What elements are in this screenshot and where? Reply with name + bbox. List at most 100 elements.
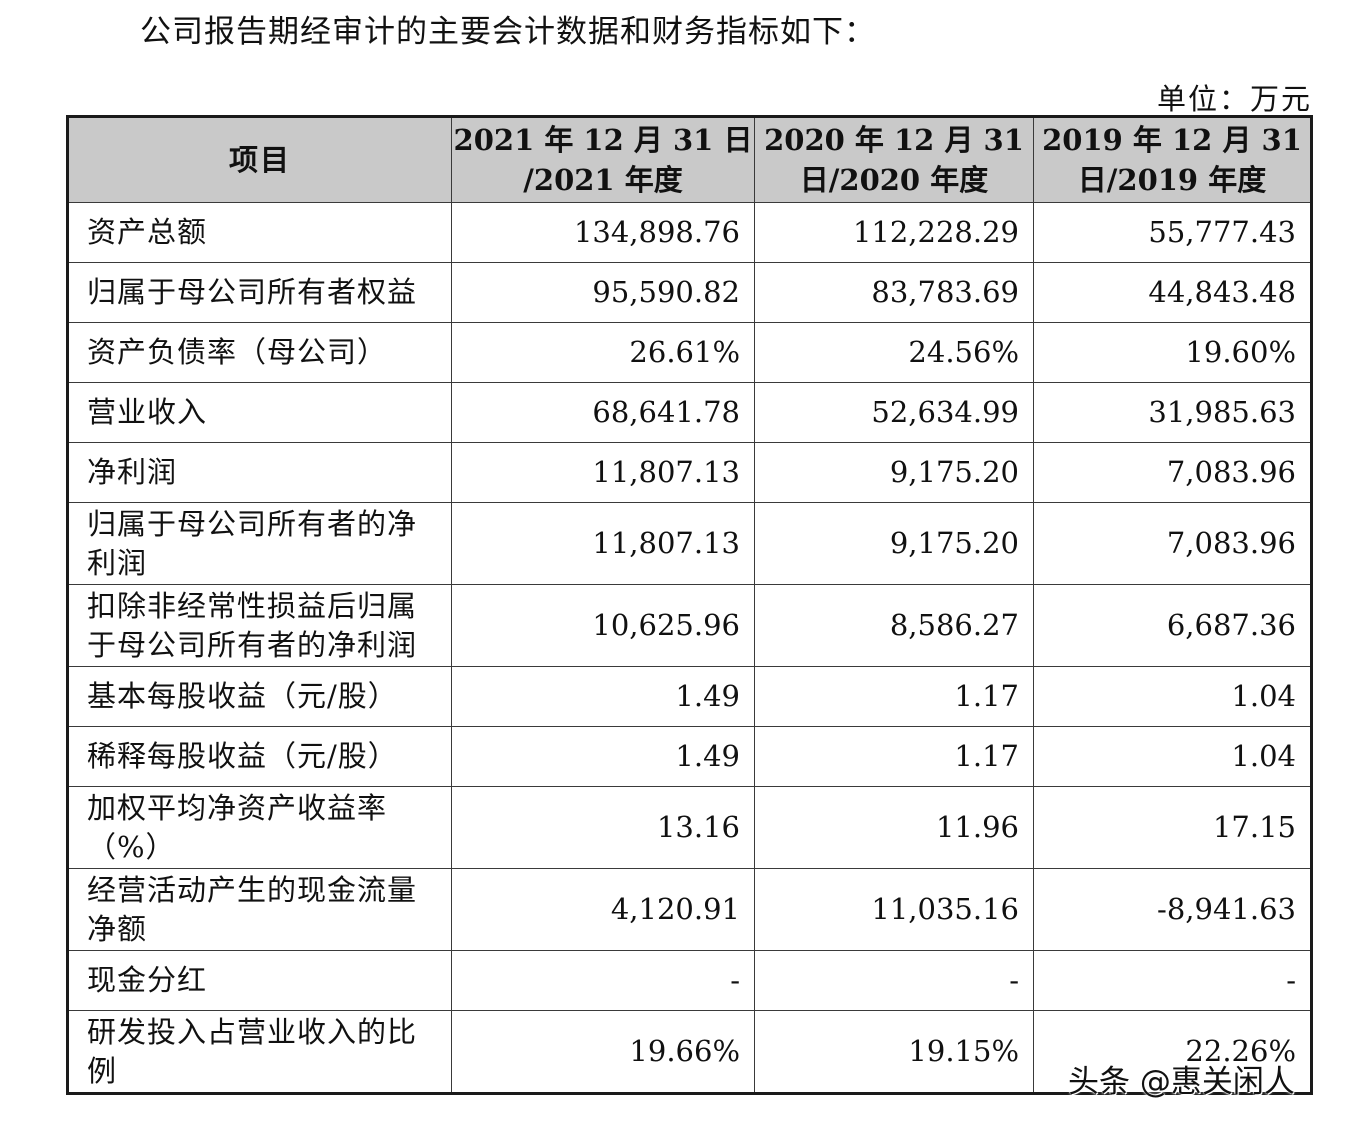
header-2020: 2020 年 12 月 31 日/2020 年度 xyxy=(754,116,1034,203)
row-label: 研发投入占营业收入的比 例 xyxy=(67,1010,452,1094)
header-2019-line2: 日/2019 年度 xyxy=(1077,163,1267,197)
table-row: 基本每股收益（元/股） 1.49 1.17 1.04 xyxy=(67,666,1312,727)
table-body: 资产总额 134,898.76 112,228.29 55,777.43 归属于… xyxy=(67,202,1312,1094)
cell-2019: 17.15 xyxy=(1033,786,1312,869)
table-row: 归属于母公司所有者权益 95,590.82 83,783.69 44,843.4… xyxy=(67,262,1312,323)
table-row: 净利润 11,807.13 9,175.20 7,083.96 xyxy=(67,442,1312,503)
header-2019-line1: 2019 年 12 月 31 xyxy=(1042,123,1302,157)
watermark: 头条 @惠关闲人 xyxy=(1068,1064,1295,1100)
row-label-line1: 资产总额 xyxy=(87,215,208,249)
table-row: 研发投入占营业收入的比 例 19.66% 19.15% 22.26% xyxy=(67,1010,1312,1094)
header-2021: 2021 年 12 月 31 日 /2021 年度 xyxy=(451,116,755,203)
row-label-line2: 净额 xyxy=(87,911,148,946)
cell-2021: 11,807.13 xyxy=(451,502,755,585)
cell-2020: 83,783.69 xyxy=(754,262,1034,323)
row-label: 现金分红 xyxy=(67,950,452,1011)
row-label-line1: 稀释每股收益（元/股） xyxy=(87,739,398,773)
table-row: 扣除非经常性损益后归属 于母公司所有者的净利润 10,625.96 8,586.… xyxy=(67,584,1312,667)
row-label-line1: 经营活动产生的现金流量 xyxy=(87,872,418,907)
header-2021-line2: /2021 年度 xyxy=(523,163,683,197)
row-label: 加权平均净资产收益率 （%） xyxy=(67,786,452,869)
header-item: 项目 xyxy=(67,116,452,203)
header-2020-line1: 2020 年 12 月 31 xyxy=(764,123,1024,157)
row-label-line1: 加权平均净资产收益率 xyxy=(87,790,388,825)
cell-2021: 19.66% xyxy=(451,1010,755,1094)
cell-2021: 4,120.91 xyxy=(451,868,755,951)
cell-2019: 22.26% xyxy=(1033,1010,1312,1094)
cell-2019: -8,941.63 xyxy=(1033,868,1312,951)
cell-2021: 68,641.78 xyxy=(451,382,755,443)
cell-2021: 1.49 xyxy=(451,666,755,727)
row-label-line1: 营业收入 xyxy=(87,395,208,429)
header-2019: 2019 年 12 月 31 日/2019 年度 xyxy=(1033,116,1312,203)
cell-2021: 11,807.13 xyxy=(451,442,755,503)
table-row: 稀释每股收益（元/股） 1.49 1.17 1.04 xyxy=(67,726,1312,787)
row-label-line1: 研发投入占营业收入的比 xyxy=(87,1014,418,1049)
cell-2020: - xyxy=(754,950,1034,1011)
header-item-label: 项目 xyxy=(228,143,291,177)
row-label-line1: 归属于母公司所有者的净 xyxy=(87,506,418,541)
cell-2020: 9,175.20 xyxy=(754,442,1034,503)
cell-2019: 6,687.36 xyxy=(1033,584,1312,667)
cell-2021: 13.16 xyxy=(451,786,755,869)
row-label-line2: 例 xyxy=(87,1053,118,1088)
cell-2020: 52,634.99 xyxy=(754,382,1034,443)
cell-2020: 8,586.27 xyxy=(754,584,1034,667)
cell-2019: 1.04 xyxy=(1033,726,1312,787)
row-label: 扣除非经常性损益后归属 于母公司所有者的净利润 xyxy=(67,584,452,667)
table-row: 资产负债率（母公司） 26.61% 24.56% 19.60% xyxy=(67,322,1312,383)
unit-label: 单位：万元 xyxy=(1156,82,1312,116)
row-label: 净利润 xyxy=(67,442,452,503)
row-label: 资产总额 xyxy=(67,202,452,263)
cell-2021: 1.49 xyxy=(451,726,755,787)
row-label-line1: 净利润 xyxy=(87,455,178,489)
row-label-line1: 扣除非经常性损益后归属 xyxy=(87,588,418,623)
row-label: 稀释每股收益（元/股） xyxy=(67,726,452,787)
table-header: 项目 2021 年 12 月 31 日 /2021 年度 2020 年 12 月… xyxy=(67,116,1312,203)
table-row: 资产总额 134,898.76 112,228.29 55,777.43 xyxy=(67,202,1312,263)
cell-2021: - xyxy=(451,950,755,1011)
table-row: 加权平均净资产收益率 （%） 13.16 11.96 17.15 xyxy=(67,786,1312,869)
cell-2020: 9,175.20 xyxy=(754,502,1034,585)
table-row: 经营活动产生的现金流量 净额 4,120.91 11,035.16 -8,941… xyxy=(67,868,1312,951)
cell-2021: 10,625.96 xyxy=(451,584,755,667)
cell-2019: 55,777.43 xyxy=(1033,202,1312,263)
row-label-line1: 现金分红 xyxy=(87,963,208,997)
cell-2019: 19.60% xyxy=(1033,322,1312,383)
cell-2019: 1.04 xyxy=(1033,666,1312,727)
intro-text: 公司报告期经审计的主要会计数据和财务指标如下： xyxy=(140,14,876,50)
row-label-line1: 基本每股收益（元/股） xyxy=(87,679,398,713)
cell-2020: 11.96 xyxy=(754,786,1034,869)
cell-2020: 24.56% xyxy=(754,322,1034,383)
table-row: 营业收入 68,641.78 52,634.99 31,985.63 xyxy=(67,382,1312,443)
cell-2020: 112,228.29 xyxy=(754,202,1034,263)
cell-2020: 1.17 xyxy=(754,726,1034,787)
header-2020-line2: 日/2020 年度 xyxy=(799,163,989,197)
cell-2021: 95,590.82 xyxy=(451,262,755,323)
cell-2020: 19.15% xyxy=(754,1010,1034,1094)
financial-data-table: 项目 2021 年 12 月 31 日 /2021 年度 2020 年 12 月… xyxy=(66,115,1313,1095)
row-label: 营业收入 xyxy=(67,382,452,443)
row-label-line1: 归属于母公司所有者权益 xyxy=(87,275,418,309)
row-label: 经营活动产生的现金流量 净额 xyxy=(67,868,452,951)
row-label-line2: （%） xyxy=(87,829,176,864)
table-row: 归属于母公司所有者的净 利润 11,807.13 9,175.20 7,083.… xyxy=(67,502,1312,585)
header-row: 项目 2021 年 12 月 31 日 /2021 年度 2020 年 12 月… xyxy=(67,116,1312,203)
row-label: 归属于母公司所有者的净 利润 xyxy=(67,502,452,585)
row-label-line1: 资产负债率（母公司） xyxy=(87,335,388,369)
header-2021-line1: 2021 年 12 月 31 日 xyxy=(453,123,753,157)
cell-2019: - xyxy=(1033,950,1312,1011)
cell-2021: 26.61% xyxy=(451,322,755,383)
row-label: 资产负债率（母公司） xyxy=(67,322,452,383)
cell-2021: 134,898.76 xyxy=(451,202,755,263)
table-row: 现金分红 - - - xyxy=(67,950,1312,1011)
cell-2019: 31,985.63 xyxy=(1033,382,1312,443)
cell-2019: 7,083.96 xyxy=(1033,502,1312,585)
row-label-line2: 利润 xyxy=(87,545,148,580)
cell-2019: 44,843.48 xyxy=(1033,262,1312,323)
cell-2019: 7,083.96 xyxy=(1033,442,1312,503)
row-label-line2: 于母公司所有者的净利润 xyxy=(87,627,418,662)
cell-2020: 11,035.16 xyxy=(754,868,1034,951)
row-label: 基本每股收益（元/股） xyxy=(67,666,452,727)
cell-2020: 1.17 xyxy=(754,666,1034,727)
